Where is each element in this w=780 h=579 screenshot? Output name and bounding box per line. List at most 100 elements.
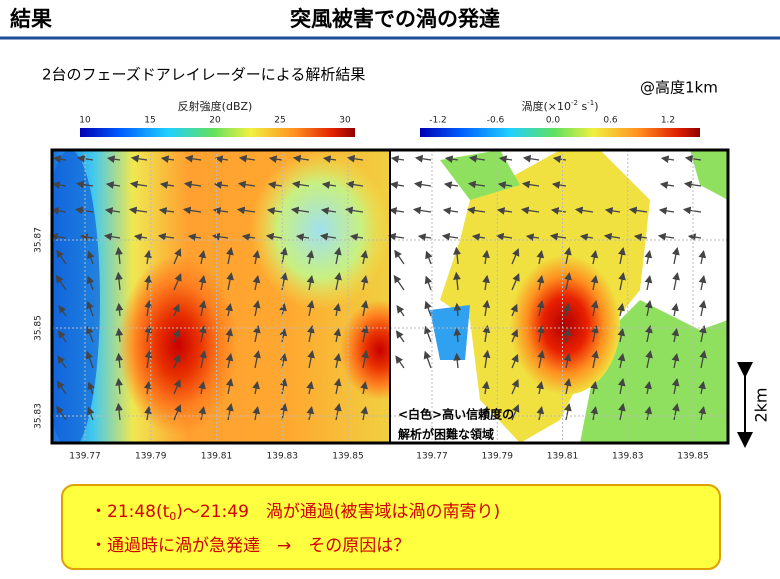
- wind-vector: [214, 155, 229, 164]
- wind-vector: [481, 380, 490, 395]
- wind-vector: [590, 300, 599, 317]
- wind-vector: [105, 181, 121, 189]
- x-tick-label: 139.83: [267, 452, 299, 462]
- wind-vector: [412, 206, 432, 215]
- wind-vector: [144, 405, 152, 421]
- wind-vector: [173, 273, 182, 291]
- wind-vector: [521, 180, 540, 189]
- wind-vector: [482, 274, 490, 291]
- header-left: 結果: [10, 7, 52, 31]
- wind-vector: [115, 246, 123, 265]
- wind-vector: [199, 350, 207, 369]
- wind-vector: [591, 350, 599, 369]
- wind-vector: [471, 233, 486, 242]
- wind-vector: [511, 248, 520, 265]
- x-tick-label: 139.77: [416, 452, 448, 462]
- wind-vector: [52, 155, 67, 164]
- wind-vector: [306, 275, 315, 291]
- wind-vector: [482, 349, 491, 369]
- wind-vector: [279, 353, 288, 369]
- wind-vector: [50, 207, 67, 215]
- wind-vector: [173, 353, 181, 369]
- wind-vector: [267, 181, 283, 189]
- wind-vector: [482, 249, 490, 265]
- wind-vector: [698, 249, 707, 265]
- wind-vector: [387, 232, 405, 241]
- wind-vector: [225, 378, 234, 395]
- wind-vector: [628, 206, 648, 215]
- wind-vector: [603, 232, 621, 241]
- wind-vector: [226, 403, 234, 421]
- wind-vector: [173, 248, 182, 265]
- y-tick-label: 35.83: [34, 403, 44, 429]
- colorbar: [80, 128, 355, 137]
- wind-vector: [590, 380, 598, 395]
- wind-vector: [57, 330, 67, 343]
- colorbar-tick-label: -1.2: [429, 116, 447, 126]
- wind-vector: [159, 181, 175, 189]
- wind-vector: [252, 275, 261, 291]
- wind-vector: [552, 155, 567, 164]
- wind-vector: [453, 271, 461, 291]
- wind-vector: [291, 180, 310, 189]
- wind-vector: [115, 271, 123, 291]
- wind-vector: [144, 324, 153, 343]
- header-title: 突風被害での渦の発達: [290, 7, 500, 31]
- wind-vector: [58, 305, 67, 317]
- wind-vector: [511, 404, 520, 421]
- wind-vector: [644, 405, 653, 421]
- x-tick-label: 139.85: [332, 452, 364, 462]
- wind-vector: [173, 404, 182, 421]
- wind-vector: [115, 302, 124, 317]
- wind-vector: [76, 154, 94, 163]
- wind-vector: [198, 380, 206, 395]
- wind-vector: [537, 325, 545, 343]
- wind-vector: [414, 154, 432, 163]
- wind-vector: [644, 275, 653, 291]
- wind-vector: [226, 272, 234, 291]
- wind-vector: [574, 206, 594, 215]
- wind-vector: [361, 325, 369, 343]
- wind-vector: [87, 381, 95, 395]
- wind-vector: [87, 406, 95, 421]
- wind-vector: [49, 232, 67, 241]
- wind-vector: [424, 325, 432, 343]
- y-tick-label: 35.85: [34, 315, 44, 341]
- colorbar-tick-label: 30: [339, 116, 351, 126]
- wind-vector: [617, 302, 625, 317]
- wind-vector: [360, 380, 368, 395]
- wind-vector: [510, 328, 519, 343]
- wind-vector: [671, 302, 679, 317]
- wind-vector: [307, 350, 315, 369]
- wind-vector: [590, 405, 599, 421]
- colorbar-tick-label: 1.2: [661, 116, 675, 126]
- wind-vector: [333, 302, 341, 317]
- wind-vector: [129, 180, 148, 189]
- wind-vector: [453, 246, 461, 265]
- wind-vector: [75, 180, 94, 189]
- wind-vector: [86, 325, 94, 343]
- wind-vector: [252, 380, 260, 395]
- wind-vector: [424, 275, 433, 291]
- wind-vector: [659, 181, 675, 189]
- wind-vector: [645, 350, 653, 369]
- wind-vector: [510, 303, 518, 317]
- wind-vector: [390, 155, 405, 164]
- wind-vector: [144, 249, 152, 265]
- wind-vector: [265, 232, 283, 241]
- wind-vector: [671, 353, 680, 369]
- wind-vector: [551, 181, 567, 189]
- wind-vector: [103, 232, 121, 241]
- wind-vector: [496, 207, 513, 215]
- wind-vector: [453, 302, 462, 317]
- wind-vector: [563, 327, 572, 343]
- wind-vector: [590, 249, 599, 265]
- wind-vector: [671, 327, 680, 343]
- wind-vector: [591, 325, 599, 343]
- note: <白色>高い信頼度の: [398, 407, 514, 422]
- note: 解析が困難な領域: [398, 427, 494, 442]
- wind-vector: [444, 155, 459, 164]
- colorbar-tick-label: 10: [79, 116, 91, 126]
- colorbar-label: 反射強度(dBZ): [178, 99, 253, 113]
- wind-vector: [699, 325, 707, 343]
